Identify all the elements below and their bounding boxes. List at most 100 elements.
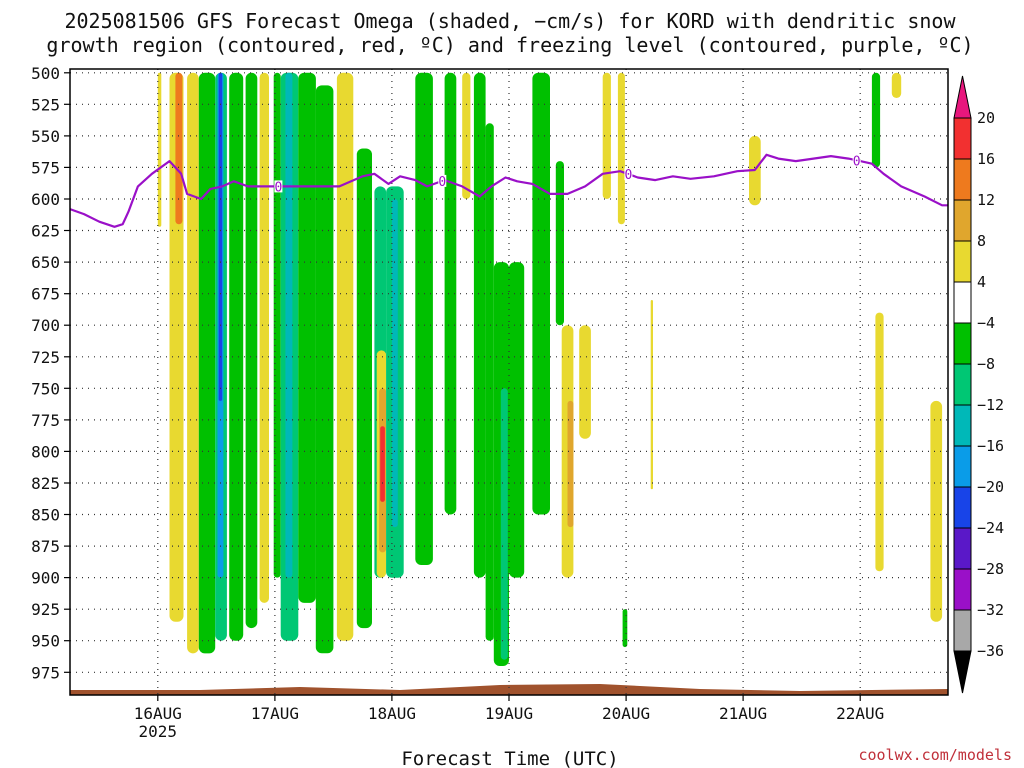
chart-title-line2: growth region (contoured, red, ºC) and f… bbox=[46, 33, 973, 57]
freezing-level-line bbox=[70, 153, 948, 228]
colorbar-segment-5 bbox=[953, 281, 972, 324]
omega-region-24 bbox=[415, 72, 433, 566]
colorbar-segment-12 bbox=[953, 568, 972, 611]
y-tick-label-600: 600 bbox=[31, 190, 60, 209]
x-tick-label-2: 18AUG bbox=[368, 704, 416, 723]
omega-region-45 bbox=[930, 400, 943, 622]
omega-region-16 bbox=[336, 72, 354, 641]
omega-region-37 bbox=[602, 72, 611, 199]
colorbar-label-7: −12 bbox=[977, 396, 1004, 414]
colorbar-segment-2 bbox=[953, 158, 972, 201]
freezing-label-0: 0 bbox=[274, 180, 282, 195]
colorbar-label-12: −32 bbox=[977, 601, 1004, 619]
omega-region-38 bbox=[617, 72, 625, 225]
colorbar-label-10: −24 bbox=[977, 519, 1004, 537]
x-tick-label-5: 21AUG bbox=[719, 704, 767, 723]
credit-text: coolwx.com/models bbox=[858, 746, 1012, 764]
colorbar-label-6: −8 bbox=[977, 355, 995, 373]
omega-region-4 bbox=[198, 72, 216, 654]
omega-region-28 bbox=[485, 123, 494, 641]
omega-region-40 bbox=[650, 300, 653, 490]
omega-region-8 bbox=[229, 72, 244, 641]
colorbar-segment-4 bbox=[953, 240, 972, 283]
colorbar-legend: 20 16 12 8 4 −4 −8 −12 −16 −20 −24 −28 −32 −36 bbox=[953, 75, 1004, 694]
y-tick-label-525: 525 bbox=[31, 95, 60, 114]
y-tick-label-650: 650 bbox=[31, 253, 60, 272]
colorbar-label-0: 20 bbox=[977, 109, 995, 127]
omega-region-42 bbox=[871, 72, 881, 168]
omega-region-30 bbox=[500, 388, 508, 660]
y-tick-label-500: 500 bbox=[31, 64, 60, 83]
y-tick-label-675: 675 bbox=[31, 285, 60, 304]
omega-region-2 bbox=[175, 72, 183, 225]
omega-region-21 bbox=[380, 426, 385, 502]
omega-region-14 bbox=[298, 72, 316, 603]
y-axis-ticks: 500 525 550 575 600 625 650 675 700 725 750 775 800 8… bbox=[31, 64, 70, 682]
grid-lines bbox=[70, 69, 948, 695]
y-tick-label-775: 775 bbox=[31, 411, 60, 430]
colorbar-top-arrow bbox=[953, 75, 972, 119]
freezing-label-bg-0 bbox=[274, 180, 283, 193]
omega-region-44 bbox=[891, 72, 902, 98]
colorbar-label-13: −36 bbox=[977, 642, 1004, 660]
colorbar-bottom-arrow bbox=[953, 650, 972, 694]
freezing-label-bg-3 bbox=[852, 154, 861, 167]
freezing-label-2: 0 bbox=[624, 168, 632, 183]
omega-region-7 bbox=[218, 72, 223, 401]
x-axis-label: Forecast Time (UTC) bbox=[401, 748, 618, 768]
colorbar-segment-11 bbox=[953, 527, 972, 570]
omega-region-27 bbox=[473, 72, 486, 578]
colorbar-label-9: −20 bbox=[977, 478, 1004, 496]
colorbar-label-4: 4 bbox=[977, 273, 986, 291]
x-tick-label-0: 16AUG bbox=[134, 704, 182, 723]
colorbar-segment-7 bbox=[953, 363, 972, 406]
x-tick-sublabel-0: 2025 bbox=[139, 722, 178, 741]
omega-region-0 bbox=[157, 72, 162, 227]
omega-region-9 bbox=[245, 72, 258, 629]
colorbar-label-3: 8 bbox=[977, 232, 986, 250]
x-tick-label-4: 20AUG bbox=[602, 704, 650, 723]
colorbar-segment-13 bbox=[953, 609, 972, 652]
omega-region-15 bbox=[315, 85, 334, 654]
y-tick-label-700: 700 bbox=[31, 316, 60, 335]
colorbar-segment-9 bbox=[953, 445, 972, 488]
x-tick-label-1: 17AUG bbox=[251, 704, 299, 723]
colorbar-label-11: −28 bbox=[977, 560, 1004, 578]
y-tick-label-800: 800 bbox=[31, 442, 60, 461]
omega-region-35 bbox=[567, 400, 574, 528]
y-tick-label-825: 825 bbox=[31, 474, 60, 493]
omega-region-32 bbox=[532, 72, 550, 515]
colorbar-segment-1 bbox=[953, 117, 972, 160]
y-tick-label-975: 975 bbox=[31, 663, 60, 682]
omega-region-11 bbox=[273, 72, 281, 578]
x-tick-label-3: 19AUG bbox=[485, 704, 533, 723]
ground-surface bbox=[70, 684, 948, 695]
y-tick-label-625: 625 bbox=[31, 222, 60, 241]
colorbar-segment-10 bbox=[953, 486, 972, 529]
y-tick-label-950: 950 bbox=[31, 632, 60, 651]
y-tick-label-575: 575 bbox=[31, 158, 60, 177]
colorbar-label-1: 16 bbox=[977, 150, 995, 168]
plot-area: 0 0 0 0 bbox=[69, 68, 949, 696]
freezing-label-bg-1 bbox=[438, 174, 447, 187]
freezing-level-contour: 0 0 0 0 bbox=[70, 153, 948, 228]
y-tick-label-900: 900 bbox=[31, 569, 60, 588]
colorbar-label-2: 12 bbox=[977, 191, 995, 209]
omega-region-3 bbox=[187, 72, 199, 654]
y-tick-label-725: 725 bbox=[31, 348, 60, 367]
omega-shading bbox=[157, 72, 943, 666]
y-tick-label-875: 875 bbox=[31, 537, 60, 556]
omega-region-39 bbox=[622, 609, 628, 648]
freezing-label-bg-2 bbox=[624, 168, 633, 181]
y-tick-label-750: 750 bbox=[31, 379, 60, 398]
chart-title-line1: 2025081506 GFS Forecast Omega (shaded, −… bbox=[64, 9, 956, 33]
freezing-label-1: 0 bbox=[438, 175, 446, 190]
omega-region-31 bbox=[509, 262, 525, 578]
y-tick-label-850: 850 bbox=[31, 506, 60, 525]
colorbar-segment-3 bbox=[953, 199, 972, 242]
omega-region-10 bbox=[259, 72, 269, 603]
x-tick-label-6: 22AUG bbox=[836, 704, 884, 723]
y-tick-label-925: 925 bbox=[31, 600, 60, 619]
